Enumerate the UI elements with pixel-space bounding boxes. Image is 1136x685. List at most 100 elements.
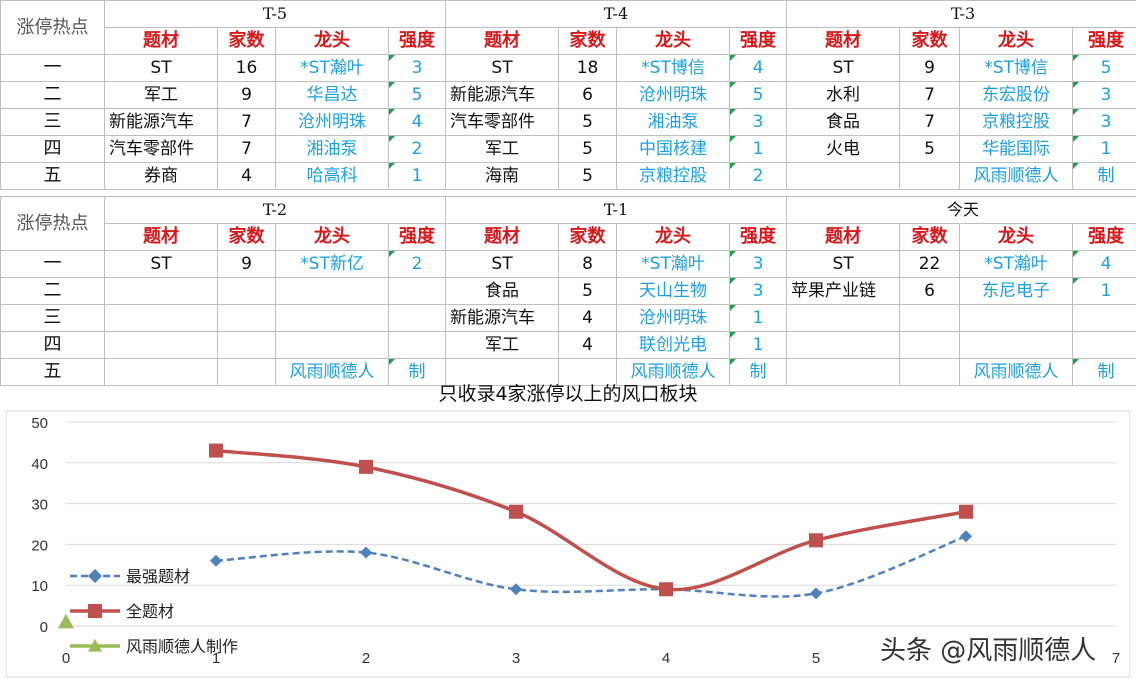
count-cell: 9	[900, 55, 960, 82]
leader-cell: *ST瀚叶	[276, 55, 389, 82]
strength-cell: 1	[730, 136, 787, 163]
rank-label: 二	[1, 278, 105, 305]
x-tick-label: 4	[662, 650, 670, 667]
data-point	[58, 614, 74, 628]
x-tick-label: 3	[512, 650, 520, 667]
strength-cell: 5	[730, 82, 787, 109]
data-point	[360, 547, 372, 559]
count-cell	[900, 332, 960, 359]
top-period-header: T-4	[446, 1, 787, 28]
top-column-header: 强度	[1073, 28, 1136, 55]
y-tick-label: 0	[40, 619, 48, 636]
theme-cell: 食品	[446, 278, 559, 305]
top-column-header: 龙头	[617, 28, 730, 55]
leader-cell	[960, 305, 1073, 332]
bottom-column-header: 题材	[105, 224, 218, 251]
y-tick-label: 20	[31, 537, 48, 554]
strength-cell: 1	[1073, 278, 1136, 305]
top-column-header: 题材	[105, 28, 218, 55]
data-point	[88, 604, 102, 618]
count-cell: 5	[559, 278, 617, 305]
theme-cell: 汽车零部件	[105, 136, 218, 163]
leader-cell: 沧州明珠	[617, 305, 730, 332]
theme-cell: 水利	[787, 82, 900, 109]
watermark: 头条 @风雨顺德人	[880, 630, 1096, 667]
strength-cell: 3	[389, 55, 446, 82]
leader-cell: 东宏股份	[960, 82, 1073, 109]
theme-cell: 券商	[105, 163, 218, 190]
rank-label: 三	[1, 109, 105, 136]
legend-label: 全题材	[126, 602, 174, 621]
top-column-header: 强度	[389, 28, 446, 55]
leader-cell: *ST新亿	[276, 251, 389, 278]
data-point	[359, 460, 373, 474]
rank-label: 四	[1, 136, 105, 163]
count-cell: 5	[559, 109, 617, 136]
legend-label: 最强题材	[126, 567, 190, 586]
top-column-header: 题材	[787, 28, 900, 55]
bottom-column-header: 家数	[218, 224, 276, 251]
rank-label: 三	[1, 305, 105, 332]
theme-cell: 新能源汽车	[105, 109, 218, 136]
strength-cell: 5	[1073, 55, 1136, 82]
leader-cell: 联创光电	[617, 332, 730, 359]
theme-cell	[787, 305, 900, 332]
data-point	[509, 505, 523, 519]
rank-label: 一	[1, 251, 105, 278]
count-cell: 6	[900, 278, 960, 305]
bottom-period-header: T-1	[446, 197, 787, 224]
count-cell: 7	[900, 82, 960, 109]
theme-cell: 苹果产业链	[787, 278, 900, 305]
count-cell: 8	[559, 251, 617, 278]
rank-label: 一	[1, 55, 105, 82]
rank-label: 二	[1, 82, 105, 109]
bottom-column-header: 题材	[787, 224, 900, 251]
rank-label: 五	[1, 163, 105, 190]
top-column-header: 家数	[900, 28, 960, 55]
bottom-column-header: 龙头	[276, 224, 389, 251]
bottom-column-header: 家数	[900, 224, 960, 251]
count-cell: 9	[218, 251, 276, 278]
count-cell: 7	[218, 109, 276, 136]
strength-cell: 4	[730, 55, 787, 82]
strength-cell	[389, 305, 446, 332]
top-column-header: 家数	[559, 28, 617, 55]
leader-cell	[276, 305, 389, 332]
top-column-header: 龙头	[960, 28, 1073, 55]
strength-cell: 2	[389, 136, 446, 163]
leader-cell: 华昌达	[276, 82, 389, 109]
theme-cell	[787, 332, 900, 359]
strength-cell	[389, 332, 446, 359]
theme-cell: 汽车零部件	[446, 109, 559, 136]
data-point	[210, 555, 222, 567]
data-point	[959, 505, 973, 519]
theme-cell: ST	[787, 55, 900, 82]
data-point	[209, 444, 223, 458]
top-corner-label: 涨停热点	[1, 1, 105, 55]
x-tick-label: 2	[362, 650, 370, 667]
theme-cell: 食品	[787, 109, 900, 136]
bottom-column-header: 家数	[559, 224, 617, 251]
x-tick-label: 7	[1112, 650, 1120, 667]
count-cell: 22	[900, 251, 960, 278]
count-cell: 7	[900, 109, 960, 136]
theme-cell: 军工	[105, 82, 218, 109]
x-tick-label: 5	[812, 650, 820, 667]
leader-cell	[960, 332, 1073, 359]
count-cell: 5	[559, 136, 617, 163]
leader-cell: 风雨顺德人	[960, 163, 1073, 190]
y-tick-label: 30	[31, 497, 48, 514]
top-column-header: 龙头	[276, 28, 389, 55]
data-point	[659, 582, 673, 596]
strength-cell: 5	[389, 82, 446, 109]
data-point	[88, 569, 102, 583]
strength-cell: 1	[389, 163, 446, 190]
theme-cell: 新能源汽车	[446, 82, 559, 109]
